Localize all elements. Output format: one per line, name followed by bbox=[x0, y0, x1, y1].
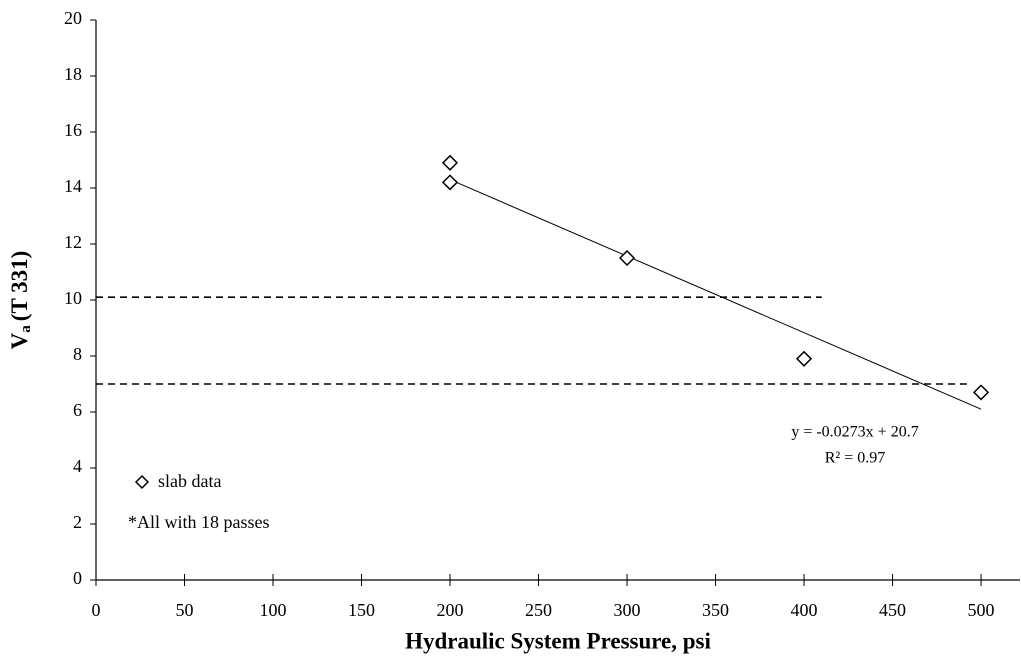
legend-label: slab data bbox=[158, 471, 221, 491]
trendline bbox=[449, 179, 982, 410]
data-point bbox=[618, 249, 636, 267]
y-tick-label: 18 bbox=[64, 64, 82, 84]
data-point bbox=[795, 350, 813, 367]
annotation: *All with 18 passes bbox=[128, 512, 270, 532]
data-point bbox=[441, 174, 459, 191]
x-tick-label: 200 bbox=[437, 600, 464, 620]
x-tick-label: 500 bbox=[968, 600, 995, 620]
x-tick-label: 50 bbox=[176, 600, 194, 620]
x-tick-label: 250 bbox=[525, 600, 552, 620]
x-tick-label: 350 bbox=[702, 600, 729, 620]
legend-marker bbox=[134, 474, 150, 490]
y-tick-label: 16 bbox=[64, 120, 82, 140]
y-tick-label: 6 bbox=[73, 400, 82, 420]
data-point bbox=[441, 154, 459, 171]
y-tick-label: 8 bbox=[73, 344, 82, 364]
y-axis-title-main: V bbox=[7, 332, 32, 349]
x-tick-label: 100 bbox=[260, 600, 287, 620]
y-axis-title-rest: (T 331) bbox=[7, 251, 32, 322]
trendline-r2: R² = 0.97 bbox=[825, 450, 886, 467]
y-tick-label: 10 bbox=[64, 288, 82, 308]
y-tick-label: 4 bbox=[73, 456, 82, 476]
y-tick-label: 2 bbox=[73, 512, 82, 532]
x-tick-label: 450 bbox=[879, 600, 906, 620]
trendline-equation: y = -0.0273x + 20.7 bbox=[791, 424, 918, 441]
x-tick-label: 300 bbox=[614, 600, 641, 620]
x-axis-title: Hydraulic System Pressure, psi bbox=[405, 628, 711, 653]
y-tick-label: 12 bbox=[64, 232, 82, 252]
y-axis-title-sub: a bbox=[18, 325, 34, 333]
x-tick-label: 400 bbox=[791, 600, 818, 620]
y-tick-label: 20 bbox=[64, 8, 82, 28]
y-tick-label: 0 bbox=[73, 568, 82, 588]
x-tick-label: 150 bbox=[348, 600, 375, 620]
y-tick-label: 14 bbox=[64, 176, 82, 196]
x-tick-label: 0 bbox=[92, 600, 101, 620]
y-axis-title: Va (T 331) bbox=[7, 251, 34, 350]
data-point bbox=[972, 384, 990, 401]
